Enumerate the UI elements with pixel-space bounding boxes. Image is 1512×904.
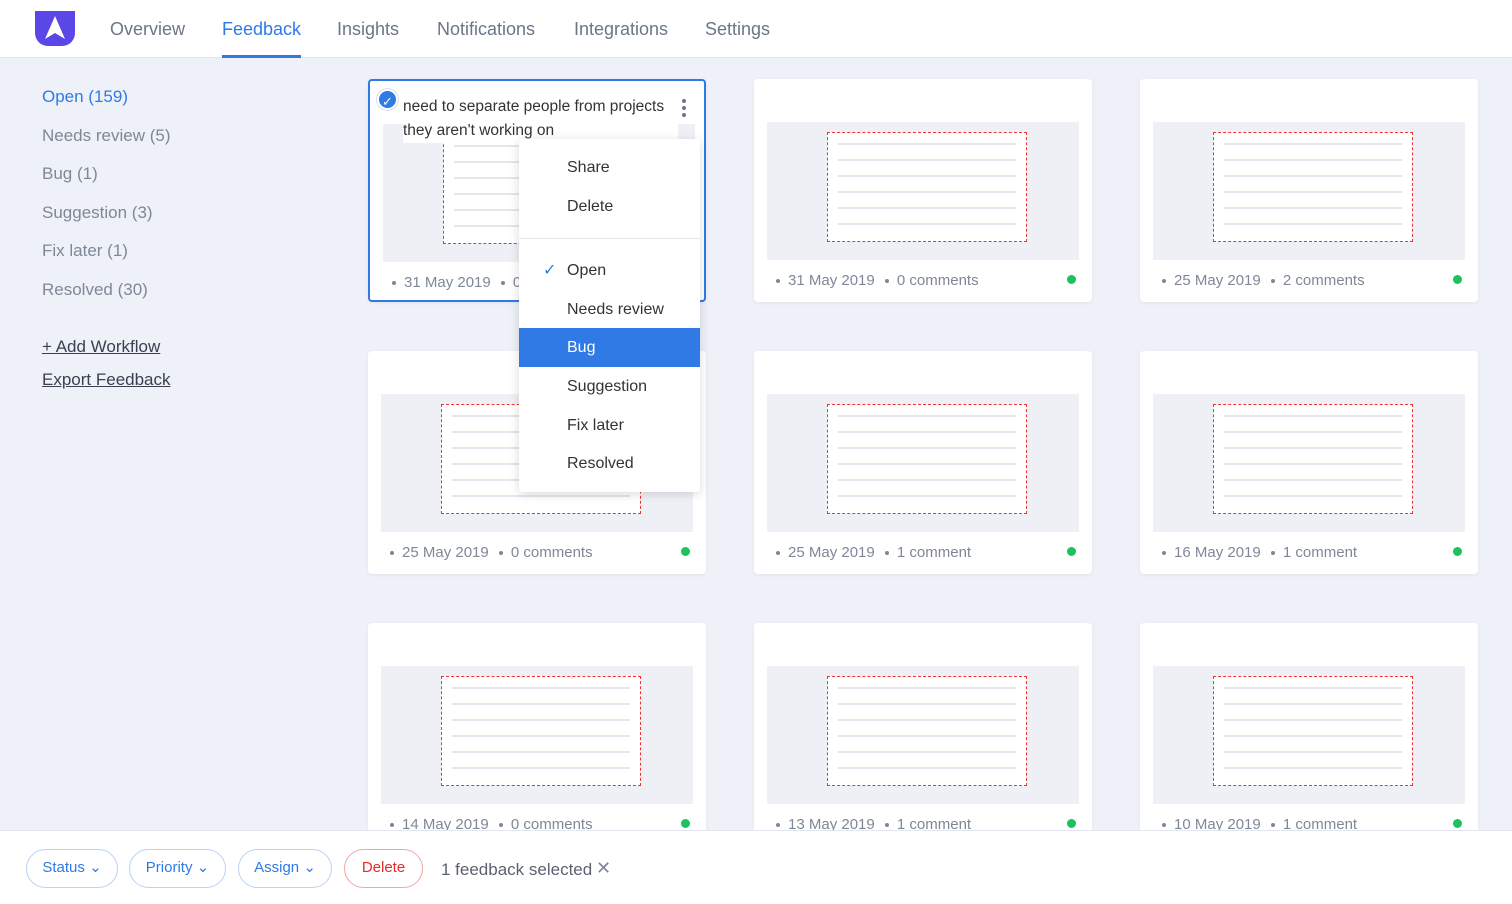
filter-fix-later[interactable]: Fix later (1) (42, 241, 128, 260)
menu-divider (519, 238, 700, 239)
feedback-card[interactable]: 10 May 2019 1 comment (1140, 623, 1478, 846)
menu-share[interactable]: Share (567, 159, 610, 176)
screenshot-thumbnail[interactable] (767, 364, 1079, 532)
card-date: 25 May 2019 (402, 544, 489, 561)
menu-status-fix-later[interactable]: Fix later (567, 417, 624, 434)
tab-insights[interactable]: Insights (337, 19, 400, 39)
screenshot-thumbnail[interactable] (1153, 364, 1465, 532)
menu-label: Open (567, 262, 607, 279)
card-comments: 1 comment (896, 544, 972, 561)
menu-status-bug[interactable]: Bug (519, 328, 700, 367)
card-date: 13 May 2019 (788, 816, 875, 833)
status-dot (1453, 275, 1462, 284)
status-button[interactable]: Status ⌄ (26, 849, 118, 888)
card-comments: 0 comments (896, 272, 979, 289)
card-date: 25 May 2019 (788, 544, 875, 561)
feedback-card[interactable]: 14 May 2019 0 comments (368, 623, 706, 846)
screenshot-thumbnail[interactable] (1153, 636, 1465, 804)
menu-status-needs-review[interactable]: Needs review (567, 301, 664, 318)
card-meta: 16 May 2019 1 comment (1160, 544, 1357, 561)
add-workflow-link[interactable]: + Add Workflow (42, 337, 161, 356)
filter-needs-review[interactable]: Needs review (5) (42, 126, 171, 145)
feedback-card[interactable]: 25 May 2019 2 comments (1140, 79, 1478, 302)
status-dot (681, 547, 690, 556)
screenshot-thumbnail[interactable] (767, 636, 1079, 804)
card-comments: 1 comment (1282, 816, 1358, 833)
card-comments: 0 comments (510, 544, 593, 561)
status-dot (1067, 819, 1076, 828)
feedback-card[interactable]: 25 May 2019 1 comment (754, 351, 1092, 574)
top-nav: Overview Feedback Insights Notifications… (0, 0, 1512, 58)
priority-button[interactable]: Priority ⌄ (129, 849, 226, 888)
selection-count: 1 feedback selected (441, 860, 593, 879)
tab-feedback[interactable]: Feedback (222, 19, 302, 58)
filter-resolved[interactable]: Resolved (30) (42, 280, 148, 299)
menu-delete[interactable]: Delete (567, 198, 614, 215)
delete-button[interactable]: Delete (344, 849, 423, 888)
filter-open[interactable]: Open (159) (42, 87, 128, 106)
assign-label: Assign (254, 859, 300, 876)
screenshot-thumbnail[interactable] (767, 92, 1079, 260)
card-context-menu: Share Delete ✓ Open Needs review Bug Sugg… (519, 139, 700, 492)
status-dot (1067, 547, 1076, 556)
chevron-down-icon: ⌄ (196, 859, 210, 876)
card-comments: 0 comments (510, 816, 593, 833)
feedback-card[interactable]: 31 May 2019 0 comments (754, 79, 1092, 302)
status-dot (1453, 547, 1462, 556)
bulk-action-bar: Status ⌄ Priority ⌄ Assign ⌄ Delete 1 fe… (0, 830, 1512, 904)
feedback-card[interactable]: 13 May 2019 1 comment (754, 623, 1092, 846)
export-feedback-link[interactable]: Export Feedback (42, 370, 171, 389)
card-date: 10 May 2019 (1174, 816, 1261, 833)
close-icon[interactable]: ✕ (596, 858, 612, 878)
card-date: 25 May 2019 (1174, 272, 1261, 289)
status-dot (1067, 275, 1076, 284)
tab-overview[interactable]: Overview (110, 19, 186, 39)
card-date: 31 May 2019 (404, 274, 491, 291)
tab-settings[interactable]: Settings (705, 19, 771, 39)
card-meta: 25 May 2019 1 comment (774, 544, 971, 561)
screenshot-thumbnail[interactable] (1153, 92, 1465, 260)
card-date: 14 May 2019 (402, 816, 489, 833)
card-meta: 25 May 2019 2 comments (1160, 272, 1365, 289)
chevron-down-icon: ⌄ (89, 859, 102, 876)
priority-label: Priority (145, 859, 193, 876)
card-meta: 13 May 2019 1 comment (774, 816, 971, 833)
card-date: 16 May 2019 (1174, 544, 1261, 561)
menu-status-open[interactable]: ✓ Open (519, 251, 700, 290)
status-dot (681, 819, 690, 828)
status-label: Status (42, 859, 85, 876)
feedback-card[interactable]: 16 May 2019 1 comment (1140, 351, 1478, 574)
assign-button[interactable]: Assign ⌄ (238, 849, 332, 888)
screenshot-thumbnail[interactable] (381, 636, 693, 804)
checkbox-checked-icon[interactable]: ✓ (377, 89, 398, 110)
chevron-down-icon: ⌄ (303, 859, 316, 876)
more-options-icon[interactable] (682, 99, 686, 120)
card-comments: 2 comments (1282, 272, 1365, 289)
tab-notifications[interactable]: Notifications (437, 19, 536, 39)
filter-suggestion[interactable]: Suggestion (3) (42, 203, 153, 222)
card-comments: 1 comment (1282, 544, 1358, 561)
card-meta: 10 May 2019 1 comment (1160, 816, 1357, 833)
menu-status-suggestion[interactable]: Suggestion (567, 378, 648, 395)
card-date: 31 May 2019 (788, 272, 875, 289)
tab-integrations[interactable]: Integrations (574, 19, 669, 39)
filter-bug[interactable]: Bug (1) (42, 164, 98, 183)
app-logo[interactable] (35, 11, 75, 46)
card-meta: 25 May 2019 0 comments (388, 544, 593, 561)
card-meta: 31 May 2019 0 comments (774, 272, 979, 289)
checkmark-icon: ✓ (543, 262, 557, 279)
card-comments: 1 comment (896, 816, 972, 833)
status-dot (1453, 819, 1462, 828)
card-title: need to separate people from projects th… (403, 95, 678, 143)
menu-status-resolved[interactable]: Resolved (567, 455, 634, 472)
card-meta: 14 May 2019 0 comments (388, 816, 593, 833)
